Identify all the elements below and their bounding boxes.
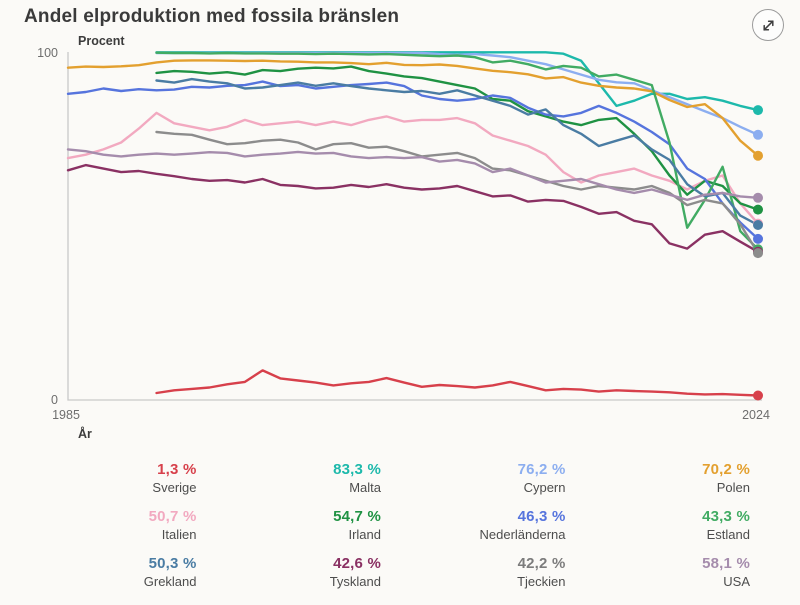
page-title: Andel elproduktion med fossila bränslen (24, 6, 400, 27)
line-irland (155, 65, 760, 211)
endpoint-dot-usa (753, 192, 763, 203)
line-nederl-nderna (66, 80, 760, 241)
endpoint-dot-tjeckien (753, 248, 763, 259)
y-axis-max-label: 100 (37, 46, 58, 60)
line-grekland (155, 77, 760, 227)
legend-value: 43,3 % (702, 508, 750, 525)
legend-item-cypern: 76,2 % Cypern (381, 461, 566, 495)
legend-country: USA (723, 574, 750, 589)
line-usa (66, 148, 760, 202)
legend-country: Estland (706, 527, 750, 542)
legend-value: 50,3 % (148, 555, 197, 572)
expand-diagonal-icon (762, 19, 774, 31)
legend-value: 1,3 % (157, 461, 197, 478)
legend-country: Sverige (152, 480, 197, 495)
legend-item-estland: 43,3 % Estland (566, 508, 750, 542)
line-sverige (155, 369, 760, 397)
chart-legend: 1,3 % Sverige 83,3 % Malta 76,2 % Cypern 70,2 … (0, 461, 800, 589)
legend-item-nederl-nderna: 46,3 % Nederländerna (381, 508, 566, 542)
line-polen (66, 59, 760, 157)
legend-country: Nederländerna (479, 527, 566, 542)
legend-country: Malta (349, 480, 381, 495)
endpoint-dot-nederl-nderna (753, 233, 763, 244)
legend-value: 83,3 % (333, 461, 381, 478)
endpoint-dot-polen (753, 150, 763, 161)
legend-item-grekland: 50,3 % Grekland (12, 555, 197, 589)
axes (67, 52, 762, 401)
legend-value: 76,2 % (517, 461, 566, 478)
legend-item-usa: 58,1 % USA (566, 555, 750, 589)
x-axis-start-label: 1985 (52, 408, 80, 422)
legend-item-tjeckien: 42,2 % Tjeckien (381, 555, 566, 589)
legend-country: Tyskland (329, 574, 381, 589)
legend-value: 54,7 % (333, 508, 381, 525)
line-tyskland (66, 163, 760, 254)
legend-item-polen: 70,2 % Polen (566, 461, 750, 495)
legend-value: 46,3 % (517, 508, 566, 525)
legend-value: 42,2 % (517, 555, 566, 572)
line-estland (155, 51, 760, 251)
x-axis-title: År (78, 426, 92, 441)
legend-item-tyskland: 42,6 % Tyskland (197, 555, 381, 589)
legend-country: Irland (348, 527, 381, 542)
legend-country: Grekland (143, 574, 197, 589)
legend-value: 58,1 % (702, 555, 750, 572)
endpoint-dot-malta (753, 105, 763, 116)
line-tjeckien (155, 130, 760, 255)
endpoint-dot-sverige (753, 390, 763, 401)
legend-item-sverige: 1,3 % Sverige (12, 461, 197, 495)
legend-value: 42,6 % (333, 555, 381, 572)
legend-country: Italien (161, 527, 197, 542)
line-italien (66, 111, 760, 225)
legend-value: 50,7 % (148, 508, 197, 525)
y-axis-title: Procent (78, 34, 125, 48)
legend-country: Polen (716, 480, 750, 495)
legend-country: Cypern (523, 480, 566, 495)
endpoint-dot-irland (753, 204, 763, 215)
endpoint-dot-cypern (753, 129, 763, 140)
expand-button[interactable] (752, 9, 784, 41)
legend-value: 70,2 % (702, 461, 750, 478)
legend-item-malta: 83,3 % Malta (197, 461, 381, 495)
legend-country: Tjeckien (517, 574, 566, 589)
legend-item-irland: 54,7 % Irland (197, 508, 381, 542)
x-axis-end-label: 2024 (742, 408, 770, 422)
y-axis-min-label: 0 (51, 393, 58, 407)
legend-item-italien: 50,7 % Italien (12, 508, 197, 542)
endpoint-dot-grekland (753, 220, 763, 230)
